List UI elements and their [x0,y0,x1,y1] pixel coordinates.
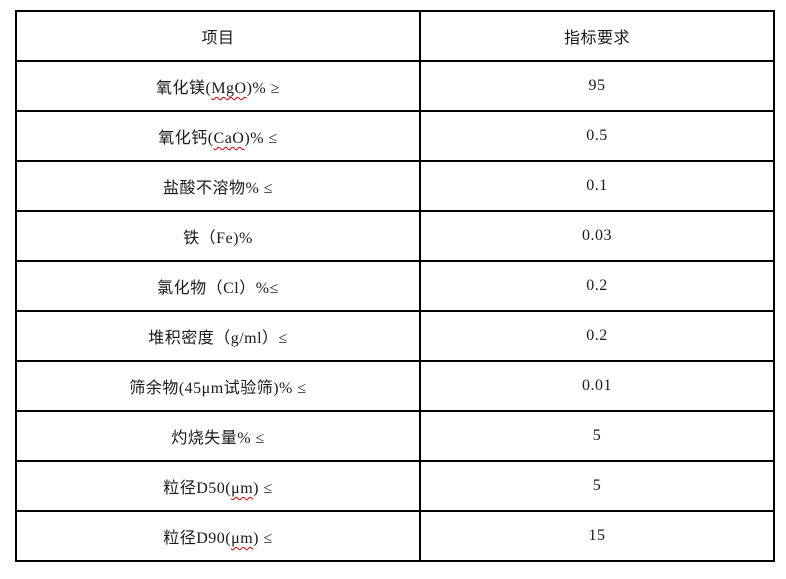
value-cell: 0.1 [419,160,775,212]
spec-table: 项目 指标要求 氧化镁(MgO)% ≥ 95 氧化钙(CaO)% ≤ 0.5 盐… [15,10,775,562]
value-cell: 0.2 [419,260,775,312]
item-cell: 氯化物（Cl）%≤ [15,260,421,312]
item-text: )% ≤ [244,130,278,147]
header-row: 项目 指标要求 [15,10,775,62]
item-cell: 氧化镁(MgO)% ≥ [15,60,421,112]
item-cell: 铁（Fe)% [15,210,421,262]
item-text: ) ≤ [253,480,273,497]
table-row: 粒径D50(μm) ≤ 5 [15,460,775,512]
item-cell: 堆积密度（g/ml）≤ [15,310,421,362]
table-row: 盐酸不溶物% ≤ 0.1 [15,160,775,212]
table-row: 铁（Fe)% 0.03 [15,210,775,262]
table-row: 灼烧失量% ≤ 5 [15,410,775,462]
value-cell: 0.5 [419,110,775,162]
table-row: 氧化钙(CaO)% ≤ 0.5 [15,110,775,162]
item-text: 铁（Fe)% [183,230,253,247]
item-text: 灼烧失量% ≤ [171,430,265,447]
item-text: )% ≥ [246,80,281,97]
item-text: 粒径D50( [163,480,232,497]
item-text: 氧化钙( [158,130,214,147]
table-row: 氯化物（Cl）%≤ 0.2 [15,260,775,312]
item-text: 氧化镁( [155,80,212,97]
item-cell: 盐酸不溶物% ≤ [15,160,421,212]
table-row: 堆积密度（g/ml）≤ 0.2 [15,310,775,362]
item-cell: 氧化钙(CaO)% ≤ [15,110,421,162]
value-cell: 0.2 [419,310,775,362]
value-cell: 5 [419,460,775,512]
value-cell: 95 [419,60,775,112]
item-text: 堆积密度（g/ml）≤ [148,330,288,347]
item-text: ) ≤ [253,530,273,547]
table-row: 筛余物(45μm试验筛)% ≤ 0.01 [15,360,775,412]
item-cell: 灼烧失量% ≤ [15,410,421,462]
table-row: 粒径D90(μm) ≤ 15 [15,510,775,562]
item-text: 筛余物(45μm试验筛)% ≤ [129,380,307,397]
header-cell-item: 项目 [15,10,421,62]
header-cell-requirement: 指标要求 [419,10,775,62]
value-cell: 0.03 [419,210,775,262]
item-text: 粒径D90( [163,530,232,547]
value-cell: 5 [419,410,775,462]
spellcheck-marked-text: μm [231,480,254,497]
spellcheck-marked-text: μm [231,530,254,547]
item-cell: 粒径D90(μm) ≤ [15,510,421,562]
spellcheck-marked-text: MgO [211,80,247,97]
value-cell: 15 [419,510,775,562]
item-cell: 粒径D50(μm) ≤ [15,460,421,512]
item-cell: 筛余物(45μm试验筛)% ≤ [15,360,421,412]
item-text: 盐酸不溶物% ≤ [162,180,274,197]
value-cell: 0.01 [419,360,775,412]
item-text: 氯化物（Cl）%≤ [157,280,279,297]
table-row: 氧化镁(MgO)% ≥ 95 [15,60,775,112]
spellcheck-marked-text: CaO [213,130,245,147]
